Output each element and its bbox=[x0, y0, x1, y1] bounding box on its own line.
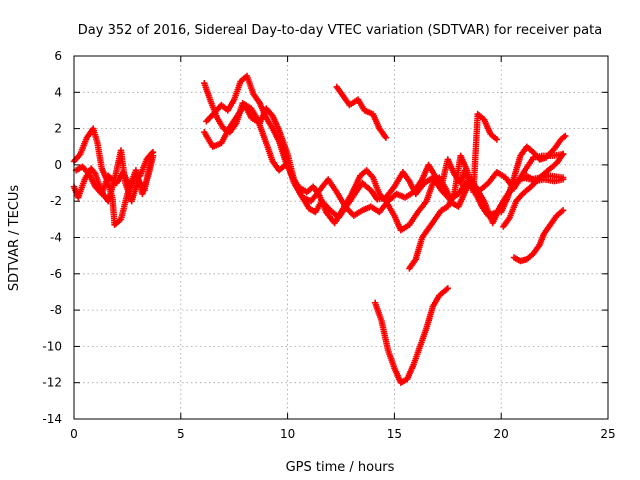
y-tick-label: 0 bbox=[54, 158, 62, 172]
x-tick-label: 5 bbox=[177, 427, 185, 441]
plot-frame bbox=[73, 55, 609, 420]
data-point bbox=[444, 285, 451, 292]
chart-title: Day 352 of 2016, Sidereal Day-to-day VTE… bbox=[78, 23, 602, 38]
y-tick-label: -12 bbox=[42, 376, 62, 390]
series-arc7 bbox=[333, 83, 390, 141]
data-point bbox=[562, 132, 569, 140]
x-tick-label: 20 bbox=[494, 427, 509, 441]
y-tick-label: -6 bbox=[50, 267, 62, 281]
x-tick-label: 25 bbox=[600, 427, 615, 441]
y-tick-label: -8 bbox=[50, 303, 62, 317]
data-points bbox=[70, 72, 569, 386]
series-arc3 bbox=[72, 152, 157, 198]
data-point bbox=[149, 152, 157, 159]
y-tick-label: 6 bbox=[54, 49, 62, 63]
y-tick-label: -10 bbox=[42, 339, 62, 353]
y-tick-label: -4 bbox=[50, 231, 62, 245]
series-arc11 bbox=[510, 207, 567, 265]
data-point bbox=[493, 136, 501, 143]
y-tick-label: -2 bbox=[50, 194, 62, 208]
series-arc12 bbox=[498, 132, 569, 216]
y-tick-label: 2 bbox=[54, 122, 62, 136]
y-tick-label: 4 bbox=[54, 85, 62, 99]
x-tick-label: 10 bbox=[280, 427, 295, 441]
y-axis-label: SDTVAR / TECUs bbox=[7, 185, 22, 292]
data-point bbox=[559, 150, 567, 158]
series-arc8 bbox=[372, 285, 451, 386]
x-axis-label: GPS time / hours bbox=[286, 460, 395, 475]
data-point bbox=[559, 176, 567, 183]
data-point bbox=[382, 134, 390, 141]
series-arc10 bbox=[500, 150, 567, 230]
x-tick-label: 15 bbox=[387, 427, 402, 441]
data-point bbox=[559, 207, 567, 214]
y-tick-label: -14 bbox=[42, 412, 62, 426]
series-arc9 bbox=[406, 110, 501, 272]
x-tick-label: 0 bbox=[70, 427, 78, 441]
axis-ticks: 0 5 10 15 20 25 -14 -12 -10 -8 -6 -4 -2 0 2 4 6 bbox=[42, 49, 615, 441]
